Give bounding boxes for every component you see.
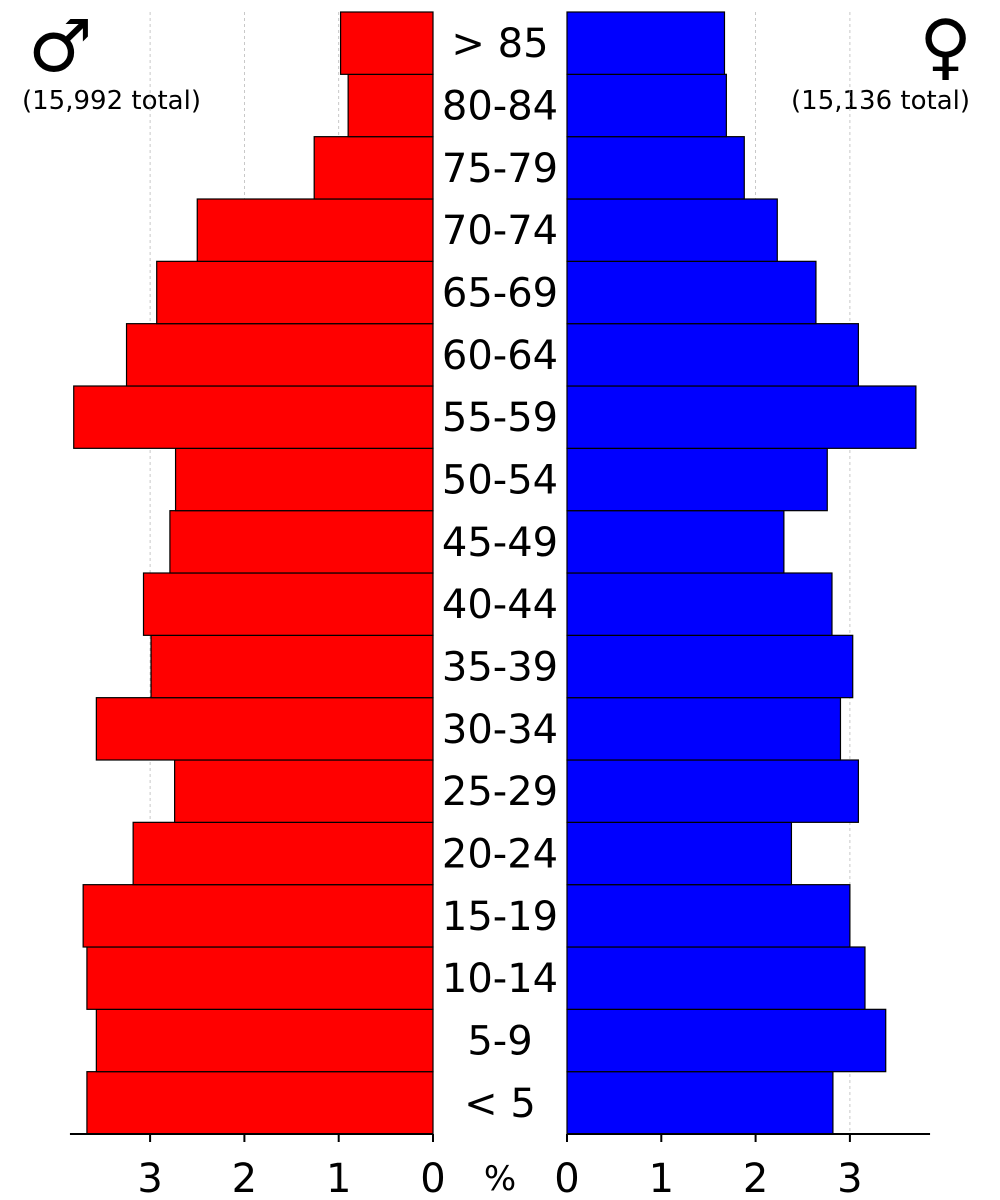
male-bar xyxy=(174,447,434,512)
age-group-label: 65-69 xyxy=(442,271,558,317)
female-x-tick-label: 3 xyxy=(837,1156,862,1200)
age-group-label: < 5 xyxy=(464,1081,536,1127)
female-bar xyxy=(566,759,859,823)
age-group-label: > 85 xyxy=(451,21,548,67)
male-bar xyxy=(142,572,434,636)
male-bar xyxy=(150,634,434,699)
male-bar xyxy=(169,510,434,574)
male-bar xyxy=(86,1071,434,1135)
male-bar xyxy=(339,11,434,75)
male-bar xyxy=(174,759,434,823)
female-bar xyxy=(566,447,828,512)
male-bar xyxy=(95,1008,434,1073)
female-bar xyxy=(566,323,859,387)
age-group-label: 20-24 xyxy=(442,832,558,878)
age-group-label: 10-14 xyxy=(442,956,558,1002)
female-bar xyxy=(566,198,778,262)
male-x-tick-label: 1 xyxy=(326,1156,351,1200)
female-bar xyxy=(566,136,745,200)
female-bar xyxy=(566,884,851,948)
male-symbol-icon: ♂ xyxy=(28,4,93,88)
female-x-tick-label: 1 xyxy=(649,1156,674,1200)
age-group-label: 30-34 xyxy=(442,707,558,753)
male-bar xyxy=(196,198,434,262)
x-axis-label: % xyxy=(484,1159,516,1199)
male-bar xyxy=(132,821,434,886)
age-group-label: 50-54 xyxy=(442,458,558,504)
male-bar xyxy=(313,136,434,200)
female-x-tick-label: 2 xyxy=(743,1156,768,1200)
female-bar xyxy=(566,634,854,699)
male-bar xyxy=(95,697,434,761)
age-group-label: 15-19 xyxy=(442,894,558,940)
age-group-label: 5-9 xyxy=(467,1019,532,1065)
female-bar xyxy=(566,260,817,325)
female-x-tick-label: 0 xyxy=(554,1156,579,1200)
age-group-label: 35-39 xyxy=(442,645,558,691)
male-bar xyxy=(73,385,434,449)
female-total-label: (15,136 total) xyxy=(791,86,970,116)
age-group-label: 60-64 xyxy=(442,333,558,379)
age-group-label: 70-74 xyxy=(442,208,558,254)
female-bar xyxy=(566,11,726,75)
age-group-label: 80-84 xyxy=(442,84,558,130)
male-bar xyxy=(86,946,434,1010)
male-bar xyxy=(125,323,434,387)
male-bar xyxy=(82,884,434,948)
male-x-tick-label: 2 xyxy=(232,1156,257,1200)
male-x-tick-label: 0 xyxy=(420,1156,445,1200)
female-bar xyxy=(566,73,727,138)
male-x-tick-label: 3 xyxy=(137,1156,162,1200)
female-bar xyxy=(566,1008,887,1073)
female-bar xyxy=(566,946,866,1010)
age-group-label: 75-79 xyxy=(442,146,558,192)
female-bar xyxy=(566,510,785,574)
female-symbol-icon: ♀ xyxy=(919,4,972,88)
age-group-label: 40-44 xyxy=(442,582,558,628)
male-bar xyxy=(347,73,434,138)
female-bar xyxy=(566,572,833,636)
female-bar xyxy=(566,1071,834,1135)
age-group-label: 55-59 xyxy=(442,395,558,441)
female-bar xyxy=(566,385,917,449)
age-group-label: 25-29 xyxy=(442,769,558,815)
male-bar xyxy=(156,260,434,325)
age-group-label: 45-49 xyxy=(442,520,558,566)
female-bar xyxy=(566,697,842,761)
female-bar xyxy=(566,821,793,886)
male-total-label: (15,992 total) xyxy=(22,86,201,116)
